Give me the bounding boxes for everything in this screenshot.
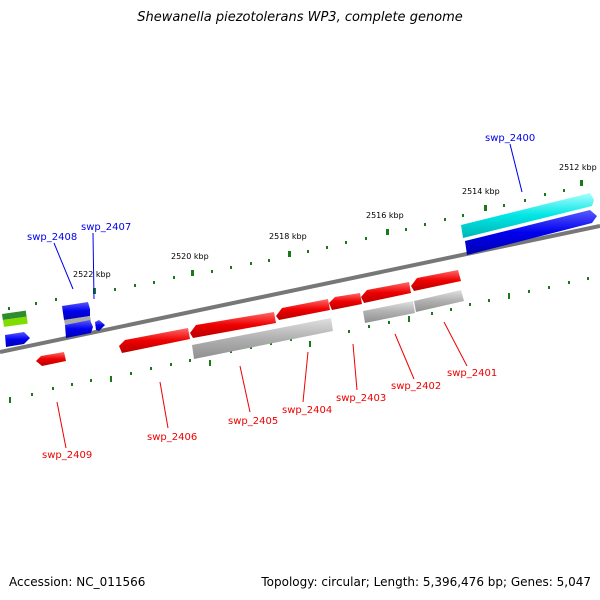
label-swp_2403[interactable]: swp_2403 <box>336 393 386 404</box>
accession-text: Accession: NC_011566 <box>9 575 146 589</box>
gene-left-partial-green-top[interactable] <box>1 310 27 320</box>
gene-swp_2405[interactable] <box>190 312 276 338</box>
gene-left-partial-forward[interactable] <box>5 332 30 347</box>
gene-swp_2409[interactable] <box>36 352 66 366</box>
label-swp_2406[interactable]: swp_2406 <box>147 432 197 443</box>
gene-swp_2404[interactable] <box>276 299 330 320</box>
tick-label: 2520 kbp <box>171 252 209 261</box>
tick-label: 2522 kbp <box>73 270 111 279</box>
cds-swp_2402[interactable] <box>363 301 415 323</box>
label-swp_2409[interactable]: swp_2409 <box>42 450 92 461</box>
gene-swp_2406[interactable] <box>119 328 190 353</box>
gene-swp_2400[interactable] <box>465 210 597 255</box>
leader-swp_2406 <box>159 381 169 429</box>
cds-swp_2405[interactable] <box>192 318 333 359</box>
tick-label: 2512 kbp <box>559 163 597 172</box>
gene-left-partial-green-bottom[interactable] <box>3 316 28 327</box>
label-swp_2404[interactable]: swp_2404 <box>282 405 332 416</box>
genome-title: Shewanella piezotolerans WP3, complete g… <box>137 10 463 25</box>
leader-swp_2404 <box>302 351 309 403</box>
gene-swp_2408-lower[interactable] <box>64 316 91 325</box>
gene-swp_2407-small[interactable] <box>95 320 105 331</box>
leader-swp_2408 <box>53 242 74 290</box>
leader-swp_2403 <box>352 343 358 391</box>
leader-swp_2405 <box>239 365 251 413</box>
outer-ticks <box>8 180 583 310</box>
label-swp_2400[interactable]: swp_2400 <box>485 133 535 144</box>
gene-swp_2408[interactable] <box>62 302 90 320</box>
label-swp_2408[interactable]: swp_2408 <box>27 232 77 243</box>
genome-backbone <box>0 224 600 354</box>
tick-label: 2518 kbp <box>269 232 307 241</box>
gene-swp_2402[interactable] <box>361 282 411 303</box>
gene-swp_2407[interactable] <box>65 320 93 338</box>
label-swp_2401[interactable]: swp_2401 <box>447 368 497 379</box>
cds-swp_2400[interactable] <box>461 193 594 238</box>
gene-swp_2401[interactable] <box>411 270 461 291</box>
label-swp_2402[interactable]: swp_2402 <box>391 381 441 392</box>
leader-swp_2402 <box>394 333 415 380</box>
leader-swp_2409 <box>56 401 67 449</box>
leader-swp_2400 <box>509 143 523 193</box>
cds-swp_2401[interactable] <box>414 290 464 312</box>
tick-label: 2514 kbp <box>462 187 500 196</box>
tick-label: 2516 kbp <box>366 211 404 220</box>
leader-swp_2401 <box>443 321 468 367</box>
label-swp_2407[interactable]: swp_2407 <box>81 222 131 233</box>
genome-summary: Topology: circular; Length: 5,396,476 bp… <box>261 575 591 589</box>
inner-ticks <box>9 277 589 403</box>
gene-swp_2403[interactable] <box>329 293 362 310</box>
label-swp_2405[interactable]: swp_2405 <box>228 416 278 427</box>
leader-swp_2407 <box>92 232 95 300</box>
